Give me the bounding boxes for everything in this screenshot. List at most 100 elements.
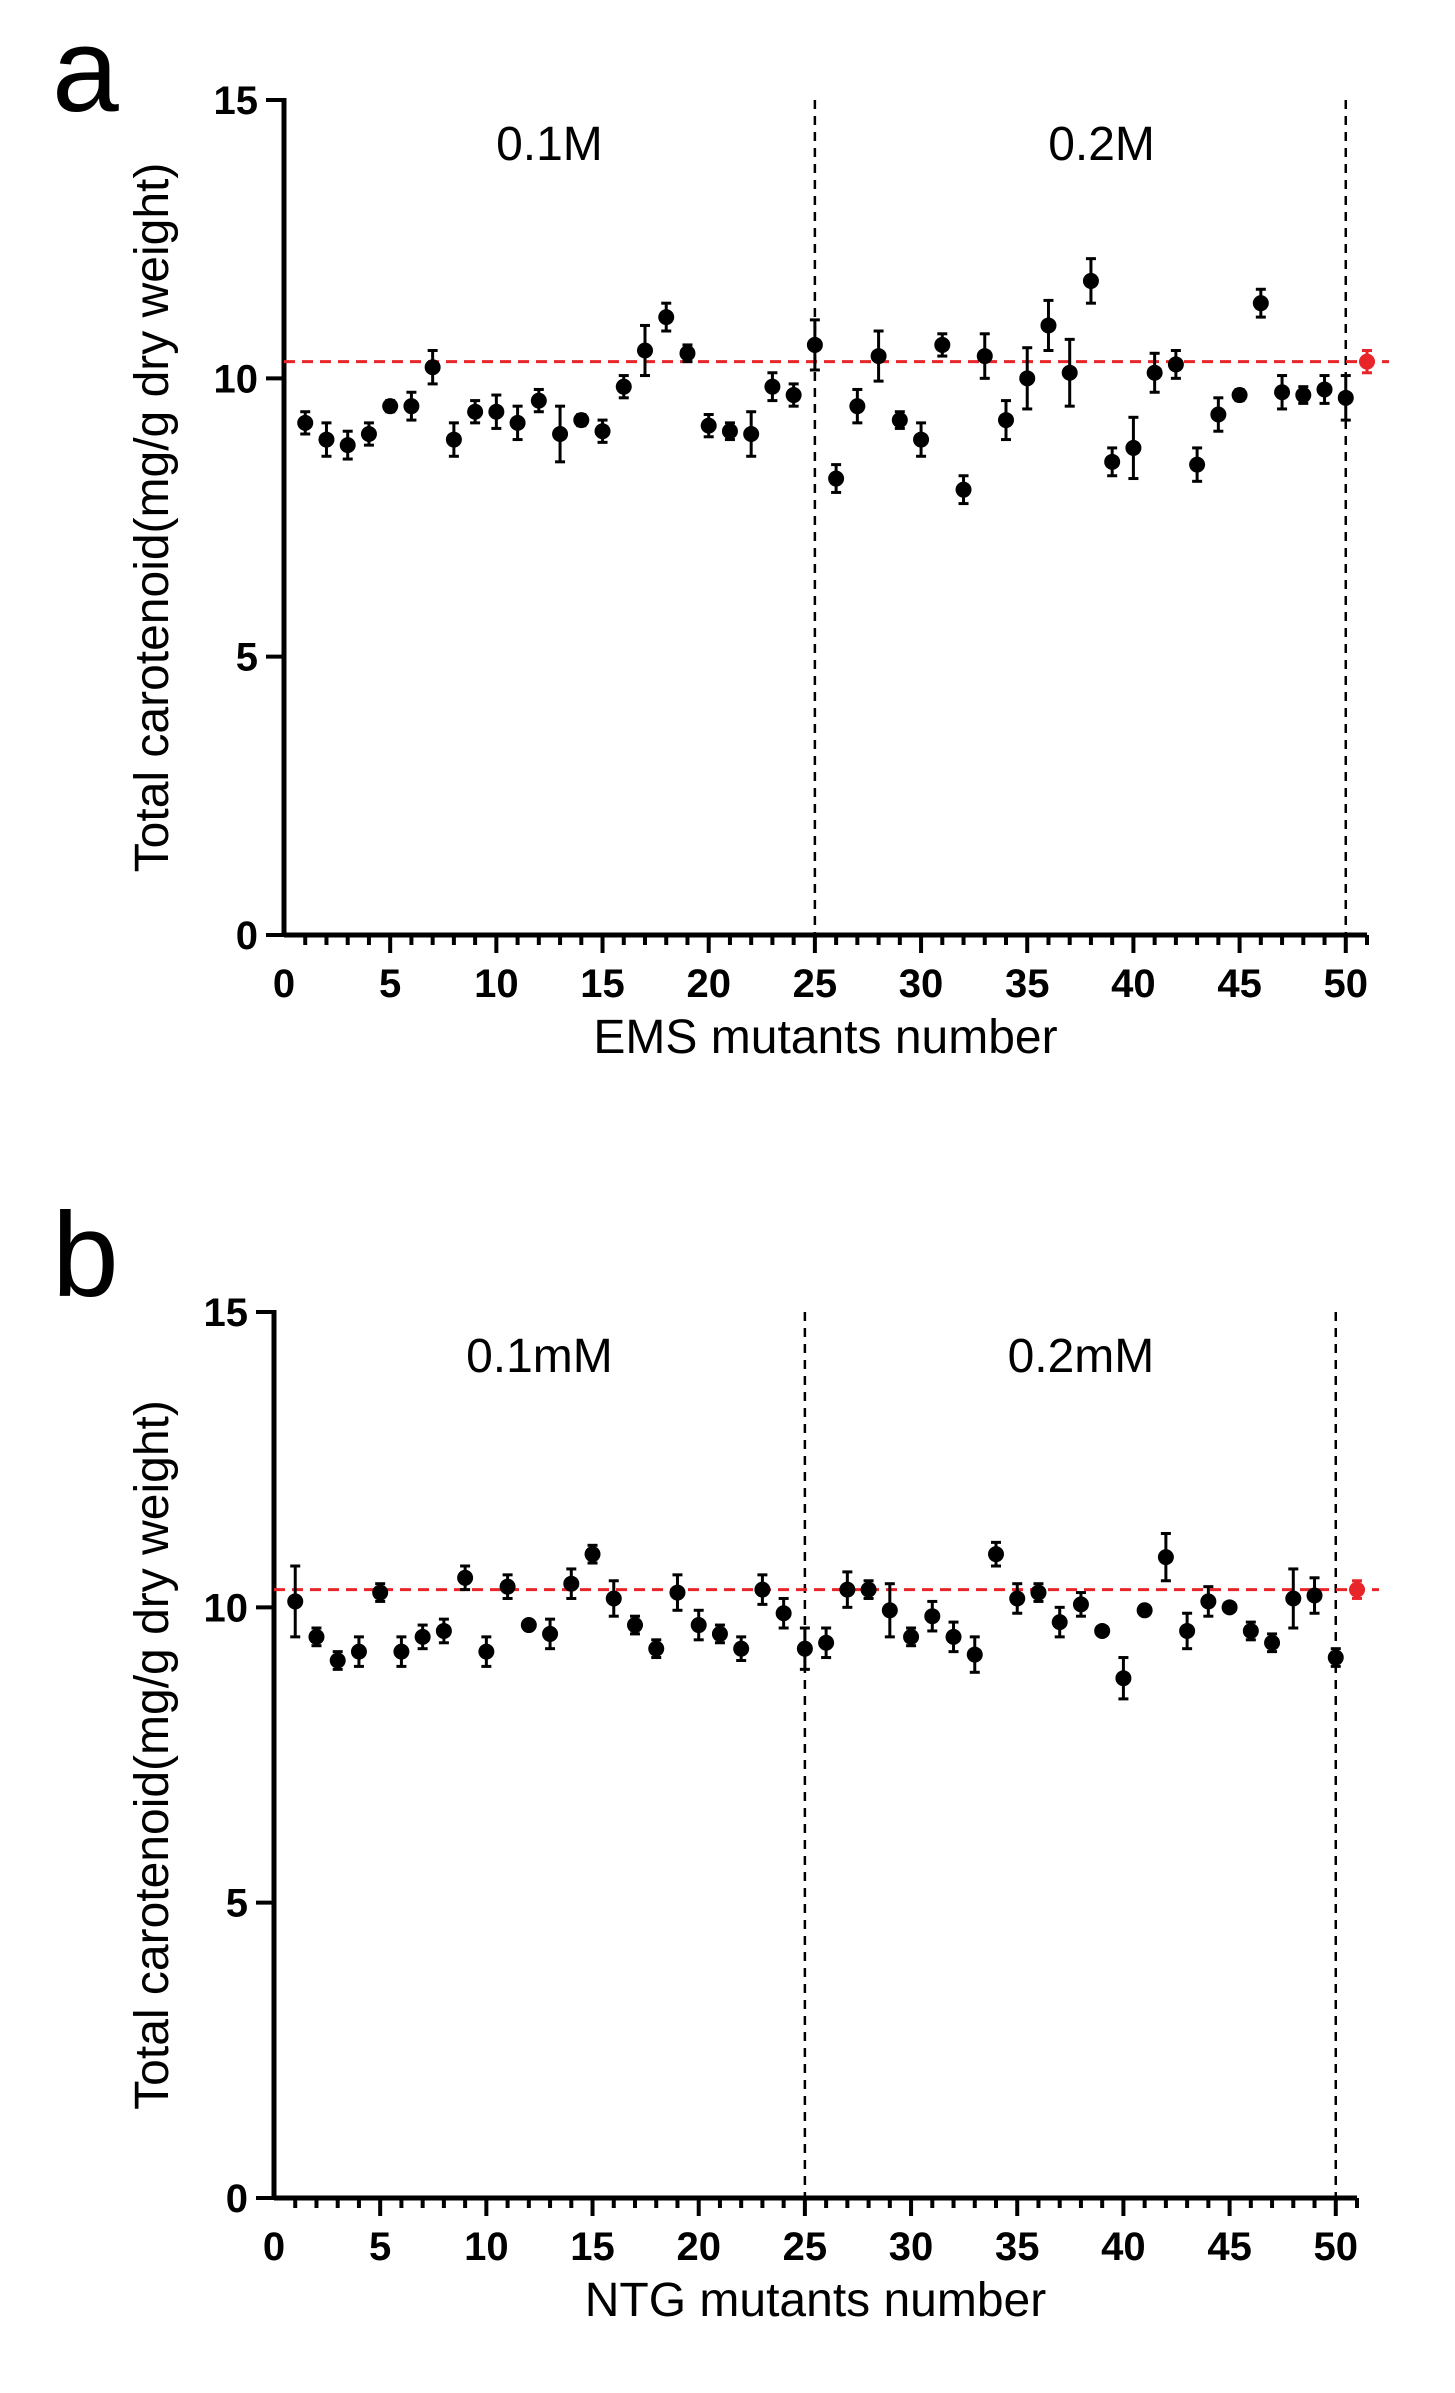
data-point	[998, 412, 1014, 429]
data-point	[1030, 1584, 1047, 1601]
data-point	[679, 345, 696, 362]
y-tick-label: 0	[226, 2177, 248, 2221]
x-tick-label: 45	[1217, 962, 1262, 1006]
data-point	[924, 1608, 941, 1625]
y-axis-label: Total carotenoid(mg/g dry weight)	[126, 1400, 179, 2110]
x-tick-label: 20	[676, 2225, 721, 2269]
region-label: 0.1M	[496, 118, 603, 171]
data-point	[445, 431, 462, 448]
data-point	[1104, 453, 1121, 470]
data-point	[966, 1646, 983, 1663]
y-tick-label: 10	[214, 357, 259, 401]
data-point	[849, 398, 866, 415]
x-tick-label: 10	[464, 2225, 509, 2269]
data-point	[424, 359, 441, 376]
data-point	[382, 398, 399, 415]
data-point	[1231, 387, 1248, 404]
data-point	[1200, 1593, 1217, 1610]
data-point	[509, 414, 526, 431]
data-point	[1061, 364, 1078, 381]
data-point	[329, 1652, 346, 1669]
data-point	[1316, 381, 1333, 398]
data-point	[721, 423, 738, 440]
chart-panel-a: a 0 5 10 15 20 25 30 35 40 45 50 0 5 10 15 EMS mutants …	[0, 0, 1455, 1130]
data-point	[563, 1575, 580, 1592]
data-point	[1179, 1622, 1196, 1639]
x-tick-label: 30	[899, 962, 944, 1006]
region-label: 0.2M	[1048, 118, 1155, 171]
x-axis-label: NTG mutants number	[585, 2274, 1047, 2327]
panel-label: a	[52, 3, 119, 137]
y-tick-label: 15	[204, 1291, 249, 1335]
data-point	[839, 1581, 856, 1598]
data-point	[913, 431, 930, 448]
x-tick-label: 40	[1111, 962, 1156, 1006]
data-point	[1051, 1614, 1068, 1631]
data-point	[775, 1605, 792, 1622]
data-point	[1136, 1602, 1153, 1619]
x-tick-label: 0	[273, 962, 295, 1006]
control-point	[1359, 353, 1375, 370]
data-point	[700, 417, 717, 434]
data-point	[1094, 1622, 1111, 1639]
data-point	[615, 378, 632, 395]
data-point	[796, 1640, 813, 1657]
data-point	[955, 481, 972, 498]
x-tick-label: 30	[889, 2225, 934, 2269]
x-tick-label: 5	[369, 2225, 391, 2269]
data-point	[605, 1590, 622, 1607]
data-point	[542, 1625, 559, 1642]
data-point	[669, 1584, 686, 1601]
data-point	[414, 1628, 431, 1645]
data-point	[435, 1622, 452, 1639]
data-point	[1125, 439, 1142, 456]
data-point	[764, 378, 781, 395]
data-point	[828, 470, 845, 487]
y-tick-label: 15	[214, 79, 259, 123]
data-point	[785, 387, 802, 404]
data-point	[743, 426, 760, 442]
data-point	[1167, 356, 1184, 373]
chart-panel-b: b 0 5 10 15 20 25 30 35 40 45 50 0 5 10 15 NTG mutants …	[0, 1195, 1455, 2393]
data-point	[1242, 1622, 1259, 1639]
data-point	[584, 1546, 601, 1563]
x-tick-label: 15	[580, 962, 625, 1006]
y-tick-label: 5	[236, 636, 258, 680]
x-tick-label: 20	[686, 962, 731, 1006]
x-tick-label: 0	[263, 2225, 285, 2269]
data-point	[1019, 370, 1036, 387]
panel-label: b	[52, 1188, 119, 1322]
x-tick-label: 35	[1005, 962, 1050, 1006]
data-point	[1082, 272, 1099, 289]
x-tick-label: 25	[793, 962, 838, 1006]
data-point	[860, 1581, 877, 1598]
control-point	[1349, 1581, 1365, 1598]
data-point	[1221, 1599, 1238, 1616]
data-point	[627, 1617, 643, 1634]
data-point	[360, 426, 377, 442]
y-tick-label: 0	[236, 914, 258, 958]
data-point	[403, 398, 420, 415]
data-point	[870, 348, 887, 365]
y-tick-label: 5	[226, 1882, 248, 1926]
chart-b-svg: 0 5 10 15 20 25 30 35 40 45 50 0 5 10 15 NTG mutants nu…	[126, 1291, 1379, 2327]
data-point	[1009, 1590, 1026, 1607]
data-point	[733, 1640, 750, 1657]
chart-a-svg: 0 5 10 15 20 25 30 35 40 45 50 0 5 10 15 EMS mutants nu…	[126, 79, 1389, 1064]
data-point	[711, 1625, 728, 1642]
data-point	[637, 342, 653, 359]
data-point	[988, 1546, 1004, 1563]
data-point	[690, 1617, 707, 1634]
data-point	[945, 1628, 962, 1645]
data-point	[552, 426, 569, 442]
data-point	[457, 1569, 474, 1586]
data-point	[1115, 1670, 1132, 1687]
x-tick-label: 25	[783, 2225, 828, 2269]
x-tick-label: 5	[379, 962, 401, 1006]
data-point	[934, 336, 951, 353]
data-point	[1040, 317, 1057, 334]
data-point	[891, 412, 908, 429]
data-point	[488, 403, 505, 420]
x-tick-label: 15	[570, 2225, 615, 2269]
data-point	[1189, 456, 1206, 473]
